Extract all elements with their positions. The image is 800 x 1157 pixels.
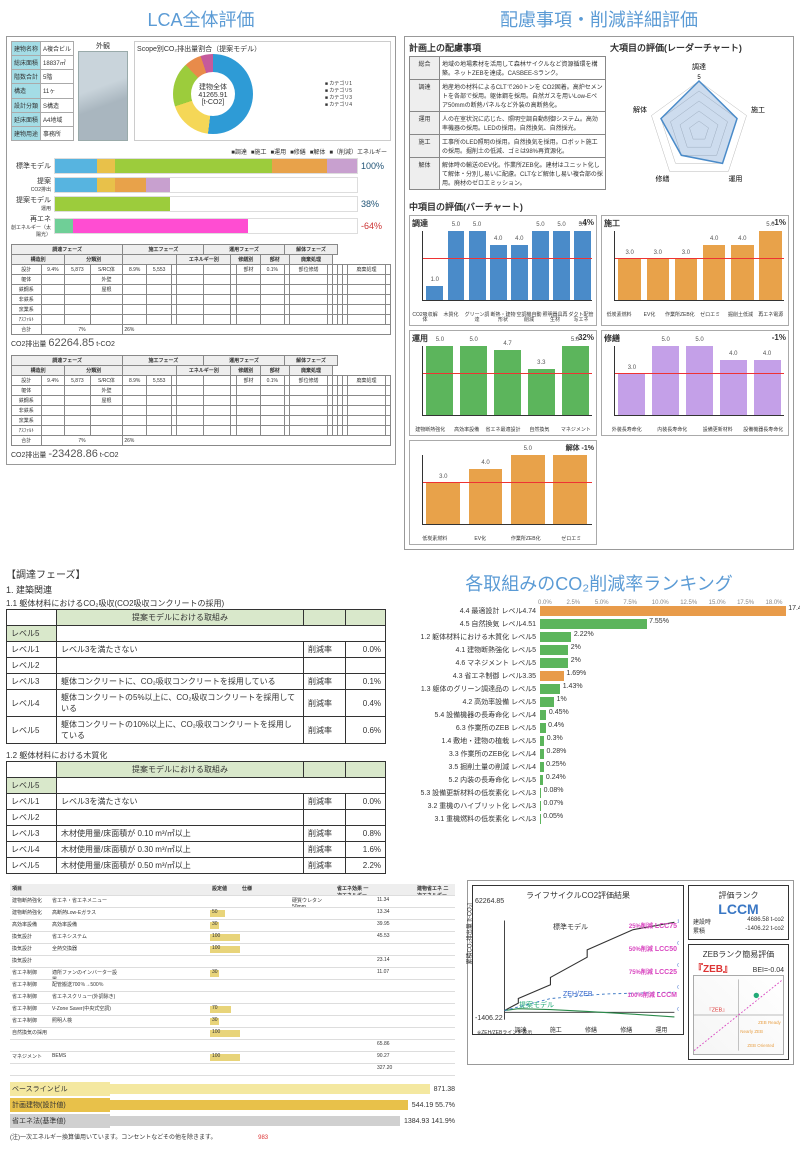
- mid-section-head: 中項目の評価(バーチャート): [409, 200, 789, 213]
- settings-panel: 項目設定値仕様省エネ効果 一次エネルギー建物省エネ 二次エネルギー建物断熱強化省…: [6, 880, 459, 1145]
- donut-legend: ■ カテゴリ1■ カテゴリ5■ カテゴリ3■ カテゴリ4: [325, 80, 352, 108]
- svg-text:ZEB Oriented: ZEB Oriented: [747, 1043, 774, 1048]
- svg-text:調達: 調達: [692, 62, 706, 71]
- svg-text:修繕: 修繕: [656, 174, 670, 183]
- detail-title: 配慮事項・削減詳細評価: [404, 6, 794, 32]
- svg-text:ZEB Ready: ZEB Ready: [758, 1020, 781, 1025]
- meta-table: 建物名称A複合ビル総床面積18837㎡階数合計5階構造11ヶ設計分類S構造延床面…: [11, 41, 74, 141]
- consider-head: 計画上の配慮事項: [409, 41, 606, 54]
- consider-table: 総合地域の地場素材を活用して森林サイクルなど資源循環を構築。ネットZEBを達成。…: [409, 56, 606, 190]
- lifecycle-chart: ライフサイクルCO2評価結果 1.000.750.500.250.00 6226…: [472, 885, 684, 1035]
- rank-box: 評価ランク LCCM 建設時4686.58 t-co2累積-1406.22 t-…: [688, 885, 789, 940]
- ranking-title: 各取組みのCO₂削減率ランキング: [404, 570, 794, 596]
- settings-rednum: 983: [258, 1135, 268, 1141]
- svg-text:0.75: 0.75: [677, 940, 679, 945]
- t11-table: 提案モデルにおける取組みレベル5レベル1レベル3を満たさない削減率0.0%レベル…: [6, 609, 386, 744]
- settings-footnote: (注)一次エネルギー換算値用いています。コンセントなどその他を除きます。: [10, 1135, 216, 1141]
- svg-text:『ZEB』: 『ZEB』: [706, 1005, 727, 1013]
- svg-text:施工: 施工: [751, 105, 765, 114]
- zeb-quadrant: 『ZEB』 Nearly ZEB ZEB Oriented ZEB Ready: [693, 975, 784, 1055]
- settings-grid: 項目設定値仕様省エネ効果 一次エネルギー建物省エネ 二次エネルギー建物断熱強化省…: [10, 884, 455, 1076]
- building-thumbnail: [78, 51, 128, 141]
- svg-text:運用: 運用: [729, 174, 743, 183]
- hbar-chart: ■調達■施工■運用■修繕■解体■（削減）エネルギー標準モデル100%提案CO2排…: [11, 147, 391, 238]
- small-bar-grid: 調達-4%1.05.05.04.04.05.05.05.0CO2吸収解体木質化グ…: [409, 215, 789, 545]
- detail-panel: 計画上の配慮事項 総合地域の地場素材を活用して森林サイクルなど資源循環を構築。ネ…: [404, 36, 794, 550]
- svg-text:Nearly ZEB: Nearly ZEB: [740, 1029, 763, 1034]
- baseline-rows: ベースラインビル871.38 計画建物(設計値)544.19 55.7%省エネ法…: [10, 1082, 455, 1128]
- ranking-chart: 4.4 最適設計 レベル4.7417.41%4.5 自然換気 レベル4.517.…: [404, 606, 794, 824]
- phase-table-2: 調達フェーズ施工フェーズ運用フェーズ解体フェーズ構造別分類別エネルギー別修繕別部…: [11, 355, 391, 446]
- scope-title: Scope別CO₂排出量割合（提案モデル）: [137, 44, 388, 54]
- radar-chart: 調達施工運用 修繕 解体 5: [619, 56, 779, 196]
- lca-title: LCA全体評価: [6, 6, 396, 32]
- procure-sub1: 1. 建築関連: [6, 583, 396, 596]
- svg-text:1.00: 1.00: [677, 918, 679, 923]
- phase-table-1: 調達フェーズ施工フェーズ運用フェーズ解体フェーズ構造別分類別エネルギー別修繕別部…: [11, 244, 391, 335]
- svg-text:0.00: 0.00: [677, 1006, 679, 1011]
- svg-text:解体: 解体: [634, 105, 648, 114]
- radar-head: 大項目の評価(レーダーチャート): [610, 41, 789, 54]
- svg-text:0.50: 0.50: [677, 962, 679, 967]
- t11-title: 1.1 躯体材料におけるCO₂吸収(CO2吸収コンクリートの採用): [6, 598, 396, 609]
- t12-table: 提案モデルにおける取組みレベル5レベル1レベル3を満たさない削減率0.0%レベル…: [6, 761, 386, 874]
- svg-text:5: 5: [698, 75, 702, 81]
- lca-panel: 建物名称A複合ビル総床面積18837㎡階数合計5階構造11ヶ設計分類S構造延床面…: [6, 36, 396, 465]
- svg-text:0.25: 0.25: [677, 984, 679, 989]
- gaikan-label: 外観: [78, 41, 128, 51]
- t12-title: 1.2 躯体材料における木質化: [6, 750, 396, 761]
- scope-donut-chart: 建物全体 41265.91 [t-CO2]: [173, 54, 253, 134]
- zeb-box: ZEBランク簡易評価 『ZEB』 BEI=-0.04: [688, 944, 789, 1060]
- lifecycle-panel: ライフサイクルCO2評価結果 1.000.750.500.250.00 6226…: [467, 880, 794, 1065]
- procure-heading: 【調達フェーズ】: [6, 566, 396, 581]
